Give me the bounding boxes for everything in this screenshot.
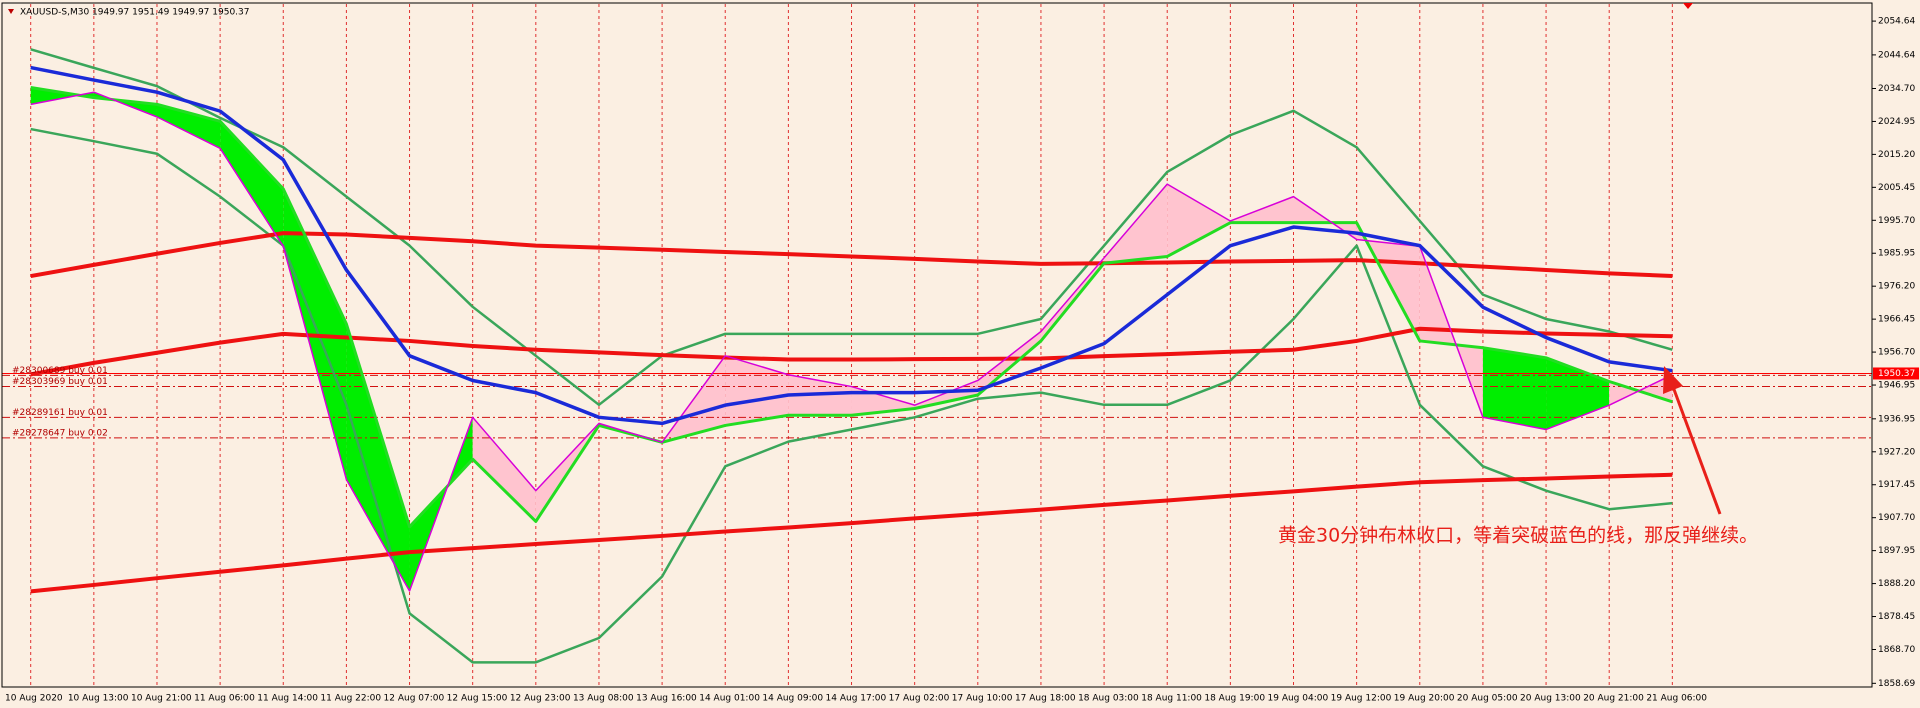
y-tick-label: 1888.20	[1878, 579, 1915, 589]
trend-fill	[30, 87, 94, 105]
series-line	[30, 65, 1673, 426]
x-tick-label: 18 Aug 19:00	[1204, 694, 1265, 704]
trend-fill	[914, 380, 978, 409]
y-tick-label: 2044.64	[1878, 50, 1915, 60]
y-tick-label: 1878.45	[1878, 612, 1915, 622]
plot-area	[2, 4, 1872, 687]
x-tick-label: 10 Aug 2020	[5, 694, 63, 704]
trend-fill	[977, 331, 1041, 396]
x-tick-label: 10 Aug 21:00	[131, 694, 192, 704]
y-tick-label: 1927.20	[1878, 447, 1915, 457]
x-tick-label: 17 Aug 18:00	[1015, 694, 1076, 704]
x-tick-label: 13 Aug 16:00	[636, 694, 697, 704]
series-line	[30, 472, 1673, 594]
trend-fill	[220, 121, 284, 247]
y-tick-label: 1946.95	[1878, 381, 1915, 391]
x-tick-label: 12 Aug 15:00	[447, 694, 508, 704]
y-tick-label: 1917.45	[1878, 480, 1915, 490]
current-price-box	[1873, 367, 1919, 380]
x-tick-label: 14 Aug 09:00	[762, 694, 823, 704]
x-tick-label: 19 Aug 20:00	[1394, 694, 1455, 704]
trend-fill	[1167, 184, 1231, 257]
x-tick-label: 11 Aug 06:00	[194, 694, 255, 704]
x-tick-label: 12 Aug 07:00	[384, 694, 445, 704]
x-tick-label: 10 Aug 13:00	[68, 694, 129, 704]
trend-fill	[472, 417, 536, 522]
y-tick-label: 1936.95	[1878, 414, 1915, 424]
y-tick-label: 1858.69	[1878, 679, 1915, 689]
shift-marker	[1683, 3, 1693, 9]
x-tick-label: 18 Aug 11:00	[1141, 694, 1202, 704]
order-label: #28278647 buy 0.02	[12, 428, 108, 438]
trend-fill	[1482, 347, 1547, 430]
x-tick-label: 14 Aug 01:00	[699, 694, 760, 704]
x-tick-label: 20 Aug 21:00	[1583, 694, 1644, 704]
arrow-head	[1663, 366, 1683, 394]
trend-fill	[346, 324, 410, 592]
y-tick-label: 1907.70	[1878, 513, 1915, 523]
current-price-label: 1950.37	[1878, 369, 1915, 379]
x-tick-label: 13 Aug 08:00	[573, 694, 634, 704]
y-tick-label: 1995.70	[1878, 216, 1915, 226]
y-tick-label: 2034.70	[1878, 84, 1915, 94]
y-tick-label: 1868.70	[1878, 645, 1915, 655]
series-line	[30, 48, 1673, 407]
x-tick-label: 14 Aug 17:00	[826, 694, 887, 704]
menu-triangle	[8, 9, 14, 14]
x-tick-label: 17 Aug 02:00	[889, 694, 950, 704]
x-tick-label: 20 Aug 13:00	[1520, 694, 1581, 704]
x-tick-label: 17 Aug 10:00	[952, 694, 1013, 704]
x-tick-label: 12 Aug 23:00	[510, 694, 571, 704]
order-label: #28300689 buy 0.01	[12, 366, 108, 376]
series-line	[30, 91, 1673, 592]
y-tick-label: 2024.95	[1878, 117, 1915, 127]
y-tick-label: 1956.70	[1878, 348, 1915, 358]
annotation-arrow	[1670, 383, 1722, 515]
chart-title: XAUUSD-S,M30 1949.97 1951.49 1949.97 195…	[20, 8, 250, 18]
y-tick-label: 2015.20	[1878, 150, 1915, 160]
series-line	[30, 85, 1673, 529]
order-label: #28303969 buy 0.01	[12, 377, 108, 387]
y-tick-label: 1966.45	[1878, 315, 1915, 325]
x-tick-label: 19 Aug 04:00	[1268, 694, 1329, 704]
x-tick-label: 18 Aug 03:00	[1078, 694, 1139, 704]
x-tick-label: 11 Aug 14:00	[257, 694, 318, 704]
trend-fill	[1104, 184, 1168, 264]
x-tick-label: 20 Aug 05:00	[1457, 694, 1518, 704]
y-tick-label: 1985.95	[1878, 249, 1915, 259]
y-tick-label: 2005.45	[1878, 183, 1915, 193]
x-tick-label: 11 Aug 22:00	[320, 694, 381, 704]
series-line	[30, 127, 1673, 664]
x-tick-label: 21 Aug 06:00	[1646, 694, 1707, 704]
trend-fill	[156, 104, 221, 149]
order-label: #28289161 buy 0.01	[12, 408, 108, 418]
x-tick-label: 19 Aug 12:00	[1331, 694, 1392, 704]
y-tick-label: 1897.95	[1878, 546, 1915, 556]
y-tick-label: 1976.20	[1878, 282, 1915, 292]
annotation: 黄金30分钟布林收口，等着突破蓝色的线，那反弹继续。	[1278, 525, 1758, 547]
series-line	[30, 326, 1673, 377]
y-tick-label: 2054.64	[1878, 17, 1915, 27]
plot-frame	[1, 2, 1873, 688]
